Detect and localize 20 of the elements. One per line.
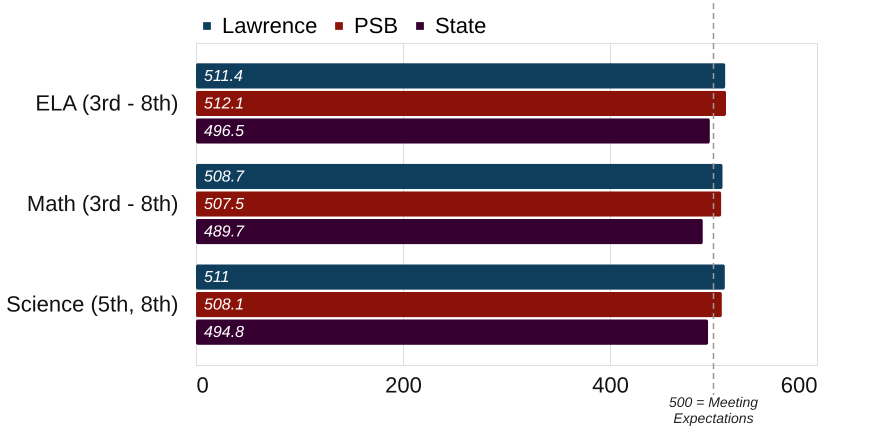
data-label: 508.7 [204,168,246,186]
x-tick-label: 0 [196,372,209,398]
ref-line-label: 500 = Meeting Expectations [668,394,758,426]
legend-label: State [435,13,486,38]
legend-label: Lawrence [222,13,318,38]
data-label: 496.5 [204,122,244,140]
data-label: 512.1 [204,95,244,112]
x-tick-label: 600 [780,372,818,398]
data-label: 511 [204,269,230,286]
data-label: 494.8 [204,324,244,342]
x-tick-label: 200 [385,372,422,398]
x-tick-label: 400 [592,372,629,398]
y-tick-label: Math (3rd - 8th) [26,191,178,216]
data-label: 489.7 [204,224,246,241]
data-label: 511.4 [204,68,243,85]
y-tick-label: ELA (3rd - 8th) [35,90,178,116]
data-label: 507.5 [204,196,244,213]
legend-label: PSB [354,13,398,38]
data-label: 508.1 [204,296,244,314]
y-tick-label: Science (5th, 8th) [6,292,178,317]
